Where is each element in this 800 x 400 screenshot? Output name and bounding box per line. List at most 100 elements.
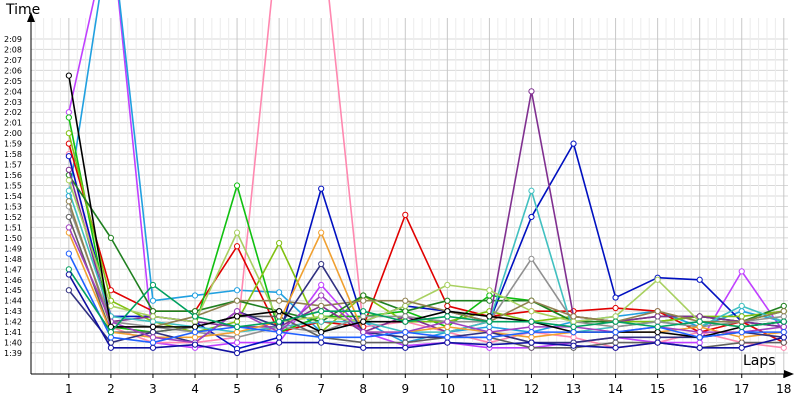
data-point (528, 88, 535, 95)
data-point (738, 318, 745, 325)
data-point (276, 240, 283, 247)
data-point (402, 308, 409, 315)
y-tick-label: 1:57 (4, 161, 22, 170)
data-point (360, 329, 367, 336)
data-point (402, 339, 409, 346)
data-point (107, 329, 115, 336)
x-tick-label: 9 (401, 382, 409, 396)
series-line (68, 132, 784, 333)
data-point (318, 313, 325, 320)
y-tick-label: 2:04 (4, 87, 22, 96)
series-line (68, 253, 784, 344)
data-point (191, 318, 199, 325)
data-point (149, 308, 157, 315)
series-line (68, 0, 785, 349)
data-point (486, 287, 493, 294)
x-axis-ticks: 1 2 3 4 5 6 7 8 9 10 11 12 13 14 15 16 17 18 (65, 374, 791, 396)
data-point (402, 297, 409, 304)
data-point (612, 323, 619, 330)
x-tick-label: 10 (440, 382, 455, 396)
y-tick-label: 1:48 (4, 255, 22, 264)
data-point (696, 323, 703, 330)
data-point (570, 329, 577, 336)
data-point (276, 297, 283, 304)
data-point (528, 213, 535, 221)
data-point (444, 334, 451, 341)
data-point (191, 323, 199, 330)
x-tick-label: 14 (608, 382, 623, 396)
data-point (486, 313, 493, 320)
data-point (528, 255, 535, 262)
data-point (528, 334, 535, 341)
data-point (233, 182, 241, 189)
data-point (276, 323, 283, 330)
data-point (107, 334, 115, 341)
data-point (233, 323, 241, 330)
data-point (191, 329, 199, 336)
x-tick-label: 17 (734, 382, 749, 396)
data-point (318, 292, 325, 299)
series-line (68, 75, 784, 339)
x-tick-label: 7 (317, 382, 325, 396)
data-point (149, 339, 157, 346)
data-point (402, 302, 409, 310)
data-point (65, 198, 72, 205)
data-point (65, 250, 72, 257)
series-line (68, 143, 785, 344)
data-point (65, 177, 72, 184)
x-tick-label: 12 (524, 382, 539, 396)
data-point (107, 302, 115, 310)
data-point (360, 292, 367, 299)
data-point (528, 323, 535, 330)
data-point (654, 276, 661, 283)
y-tick-label: 1:39 (4, 349, 22, 358)
series-line (68, 263, 784, 344)
y-tick-label: 1:54 (4, 192, 22, 201)
data-point (780, 339, 787, 346)
data-point (612, 318, 619, 325)
data-point (528, 308, 535, 315)
series-line (68, 180, 784, 328)
y-tick-label: 2:00 (4, 129, 22, 138)
data-point (444, 313, 451, 320)
data-point (233, 308, 241, 315)
data-point (612, 294, 619, 301)
y-tick-label: 1:40 (4, 339, 22, 348)
y-tick-label: 1:49 (4, 244, 22, 253)
data-point (402, 334, 409, 341)
data-point (191, 292, 199, 299)
data-point (276, 329, 283, 336)
y-axis-ticks: 1:391:40 1:411:42 1:431:44 1:451:46 1:471:48… (4, 35, 22, 358)
data-point (696, 318, 703, 325)
data-point (738, 302, 745, 310)
data-point (738, 308, 745, 315)
data-point (780, 318, 787, 325)
series-group (65, 0, 787, 357)
data-point (444, 329, 451, 336)
series-line (68, 274, 784, 354)
data-point (233, 318, 241, 325)
data-point (738, 339, 745, 346)
x-tick-label: 13 (566, 382, 581, 396)
data-point (612, 334, 619, 341)
data-point (612, 313, 619, 320)
data-point (233, 329, 241, 336)
data-point (486, 329, 493, 336)
y-tick-label: 2:09 (4, 35, 22, 44)
data-point (233, 287, 241, 294)
data-point (276, 339, 283, 346)
data-point (65, 224, 72, 231)
data-point (528, 344, 535, 351)
data-point (360, 334, 367, 341)
data-point (360, 339, 367, 346)
data-point (149, 297, 157, 304)
data-point (65, 287, 72, 294)
data-point (696, 344, 703, 351)
data-point (65, 153, 72, 160)
data-point (696, 334, 703, 341)
x-axis-arrow (784, 370, 794, 378)
data-point (276, 318, 283, 325)
data-point (738, 323, 745, 330)
y-tick-label: 1:46 (4, 276, 22, 285)
